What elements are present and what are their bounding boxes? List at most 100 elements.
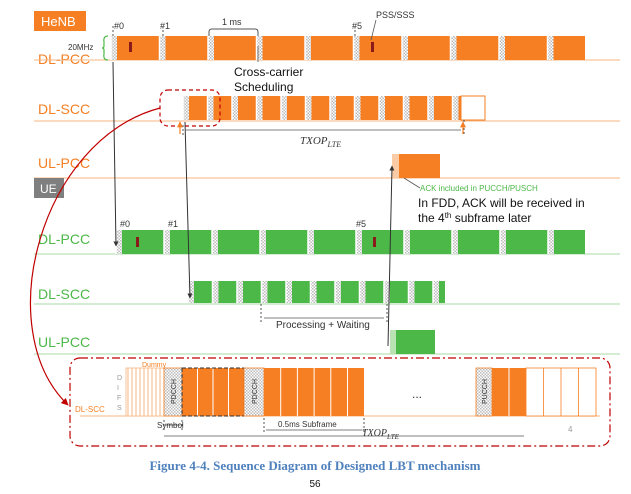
henb-pcc-control-region [499,36,505,60]
ue-scc-control-region [433,281,439,303]
ue-pcc-control-region [260,230,266,254]
henb-pcc-control-region [159,36,166,60]
ue-badge-label: UE [40,182,57,196]
ue-pcc-control-region [212,230,218,254]
pdcch-label-2: PDCCH [252,379,259,404]
ue-pcc-control-region [308,230,314,254]
sync-marker-5 [371,42,374,52]
ue-ul-pcc-label: UL-PCC [38,334,90,350]
ue-scc-control-region [384,281,390,303]
ue-scc-control-region [261,281,268,303]
ue-scc-control-region [188,281,194,303]
ellipsis: ... [412,387,422,401]
ue-pcc-control-region [116,230,122,254]
henb-pcc-control-region [256,36,263,60]
fdd-note-line-2: the 4th subframe later [418,211,531,225]
ack-label: ACK included in PUCCH/PUSCH [420,184,538,193]
ue-ul-pcc-block [390,330,435,354]
empty-symbols [525,367,597,417]
fdd-note-line-1: In FDD, ACK will be received in [418,196,585,210]
ue-pcc-control-region [356,230,362,254]
sync-marker-0 [129,42,132,52]
henb-pcc-control-region [111,36,117,60]
henb-pcc-control-region [547,36,554,60]
bandwidth-brace [101,35,109,61]
henb-scc-control-region [452,96,459,120]
svg-text:S: S [117,405,122,412]
henb-ul-pcc-block [392,154,440,178]
henb-pcc-control-region [353,36,360,60]
duration-label: 1 ms [222,17,242,27]
henb-subframe-label-5: #5 [352,21,362,31]
symbol-label: Symbol [157,421,184,430]
ue-pcc-control-region [548,230,554,254]
figure-caption: Figure 4-4. Sequence Diagram of Designed… [149,458,480,473]
ue-subframe-label-0: #0 [120,219,130,229]
pucch-label: PUCCH [482,379,489,404]
corner-number: 4 [568,425,573,434]
henb-scc-control-region [354,96,361,120]
dummy-label: Dummy [142,362,167,369]
page-number: 56 [309,479,321,490]
processing-label: Processing + Waiting [276,320,370,331]
duration-bracket [208,28,259,36]
henb-txop-label: TXOPLTE [300,135,341,149]
henb-pcc-control-region [450,36,457,60]
ue-pcc-control-region [404,230,410,254]
henb-scc-control-region [281,96,287,120]
ue-scc-control-region [310,281,317,303]
ue-sync-marker-5 [373,237,376,247]
henb-scc-control-region [330,96,336,120]
ue-scc-control-region [408,281,415,303]
ue-dl-scc-label: DL-SCC [38,286,90,302]
henb-scc-control-region [403,96,410,120]
ue-subframe-label-1: #1 [168,219,178,229]
ue-scc-control-region [212,281,219,303]
bandwidth-label: 20MHz [68,43,93,52]
henb-scc-control-region [183,96,189,120]
ue-scc-control-region [286,281,292,303]
svg-text:I: I [117,385,119,392]
henb-pcc-control-region [402,36,408,60]
henb-scc-control-region [207,96,214,120]
ue-scc-control-region [237,281,243,303]
henb-dl-scc-bar [182,95,486,121]
ue-dl-pcc-label: DL-PCC [38,231,90,247]
henb-scc-control-region [428,96,434,120]
ue-subframe-label-5: #5 [356,219,366,229]
henb-dl-scc-label: DL-SCC [38,101,90,117]
henb-scc-control-region [256,96,263,120]
zoom-pointer-arrow [29,107,161,406]
ue-sync-marker-0 [136,237,139,247]
ue-dl-pcc-bar [115,230,585,254]
zoom-row-label: DL-SCC [75,405,105,414]
dummy-region [125,367,165,417]
cross-carrier-label: Cross-carrier Scheduling [234,65,307,94]
pss-sss-label: PSS/SSS [376,10,415,20]
henb-subframe-label-1: #1 [160,21,170,31]
henb-scc-control-region [305,96,312,120]
half-subframe-label: 0.5ms Subframe [278,420,337,429]
ue-dl-scc-bar [187,281,445,303]
zoom-txop-label: TXOPLTE [362,428,400,441]
henb-pcc-control-region [305,36,311,60]
henb-scc-control-region [379,96,385,120]
ue-pcc-control-region [500,230,506,254]
henb-badge: HeNB [34,11,86,31]
zoom-panel [69,357,611,447]
svg-text:D: D [117,375,122,382]
henb-subframe-label-0: #0 [114,21,124,31]
henb-scc-control-region [232,96,238,120]
ue-pcc-control-region [452,230,458,254]
pdcch-label-1: PDCCH [171,379,178,404]
henb-dl-pcc-bar [110,36,585,60]
henb-dl-pcc-label: DL-PCC [38,51,90,67]
svg-text:F: F [117,395,121,402]
henb-ul-pcc-label: UL-PCC [38,155,90,171]
henb-dl-pcc-control-region [111,36,554,60]
ue-scc-control-region [335,281,341,303]
henb-pcc-control-region [208,36,214,60]
ue-scc-control-region [359,281,366,303]
